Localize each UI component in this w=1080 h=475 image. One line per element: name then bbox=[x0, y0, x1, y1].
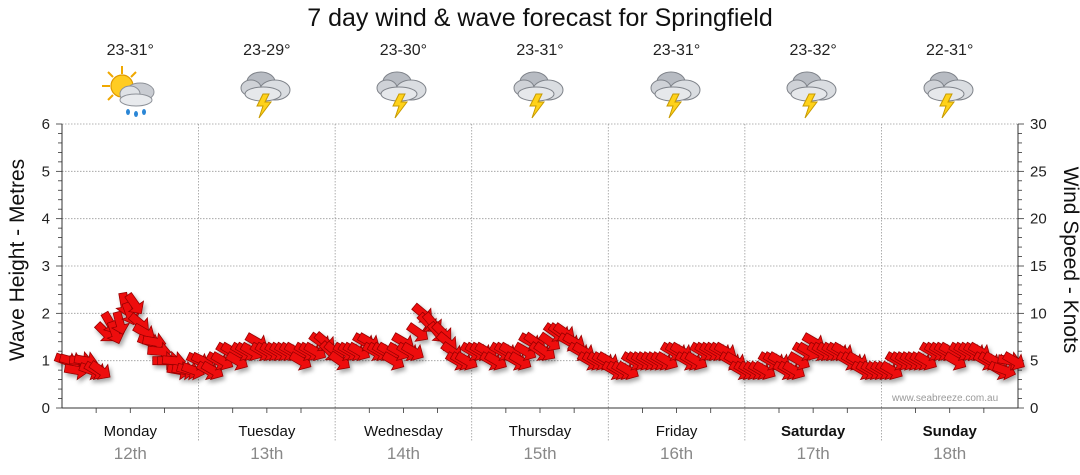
y-tick-label-left: 3 bbox=[42, 258, 50, 275]
y-tick-label-right: 25 bbox=[1030, 163, 1047, 180]
day-date-label: 15th bbox=[523, 444, 556, 463]
sun-cloud-rain-icon bbox=[102, 66, 155, 117]
thunderstorm-icon bbox=[923, 71, 974, 119]
temperature-range: 23-30° bbox=[379, 42, 428, 59]
day-date-label: 14th bbox=[387, 444, 420, 463]
y-tick-label-left: 2 bbox=[42, 305, 50, 322]
wind-arrow bbox=[992, 361, 1017, 381]
thunderstorm-icon bbox=[513, 71, 564, 119]
day-name-label: Tuesday bbox=[238, 423, 295, 440]
day-name-label: Thursday bbox=[509, 423, 572, 440]
day-name-label: Wednesday bbox=[364, 423, 443, 440]
day-date-label: 18th bbox=[933, 444, 966, 463]
y-tick-label-left: 5 bbox=[42, 163, 50, 180]
day-header: 23-29° bbox=[207, 42, 327, 120]
day-name-label: Sunday bbox=[923, 423, 978, 440]
thunderstorm-icon bbox=[786, 71, 837, 119]
day-header: 23-32° bbox=[753, 42, 873, 120]
y-tick-label-right: 10 bbox=[1030, 305, 1047, 322]
day-date-label: 12th bbox=[114, 444, 147, 463]
day-name-label: Saturday bbox=[781, 423, 846, 440]
temperature-range: 23-31° bbox=[516, 42, 564, 59]
y-tick-label-left: 0 bbox=[42, 400, 50, 417]
y-tick-label-right: 0 bbox=[1030, 400, 1038, 417]
wind-arrow bbox=[88, 359, 111, 380]
day-header: 22-31° bbox=[890, 42, 1010, 120]
day-header: 23-31° bbox=[70, 42, 190, 120]
wind-arrow bbox=[400, 341, 424, 362]
day-name-label: Monday bbox=[104, 423, 158, 440]
temperature-range: 23-29° bbox=[243, 42, 291, 59]
day-date-label: 13th bbox=[250, 444, 283, 463]
thunderstorm-icon bbox=[376, 71, 427, 119]
thunderstorm-icon bbox=[240, 71, 291, 119]
temperature-range: 22-31° bbox=[926, 42, 974, 59]
y-axis-left-label: Wave Height - Metres bbox=[6, 158, 29, 362]
y-tick-label-left: 4 bbox=[42, 211, 50, 228]
day-date-label: 17th bbox=[797, 444, 830, 463]
chart-title: 7 day wind & wave forecast for Springfie… bbox=[307, 4, 773, 32]
wind-arrow bbox=[1001, 351, 1025, 371]
day-header: 23-30° bbox=[343, 42, 463, 120]
wind-arrow bbox=[124, 292, 145, 315]
y-tick-label-right: 20 bbox=[1030, 211, 1047, 228]
watermark: www.seabreeze.com.au bbox=[892, 393, 999, 404]
temperature-range: 23-31° bbox=[652, 42, 701, 59]
day-name-label: Friday bbox=[656, 423, 698, 440]
wind-arrows bbox=[53, 291, 1025, 381]
wind-arrow bbox=[110, 310, 131, 335]
y-tick-label-right: 15 bbox=[1030, 258, 1047, 275]
y-tick-label-left: 1 bbox=[42, 353, 50, 370]
day-date-label: 16th bbox=[660, 444, 693, 463]
wind-arrow bbox=[405, 322, 429, 342]
temperature-range: 23-32° bbox=[789, 42, 837, 59]
day-header: 23-31° bbox=[480, 42, 600, 120]
y-axis-right-label: Wind Speed - Knots bbox=[1059, 166, 1080, 354]
y-tick-label-right: 30 bbox=[1030, 116, 1047, 133]
temperature-range: 23-31° bbox=[106, 42, 154, 59]
y-tick-label-right: 5 bbox=[1030, 353, 1038, 370]
thunderstorm-icon bbox=[650, 71, 701, 119]
day-header: 23-31° bbox=[617, 42, 737, 120]
y-tick-label-left: 6 bbox=[42, 116, 50, 133]
